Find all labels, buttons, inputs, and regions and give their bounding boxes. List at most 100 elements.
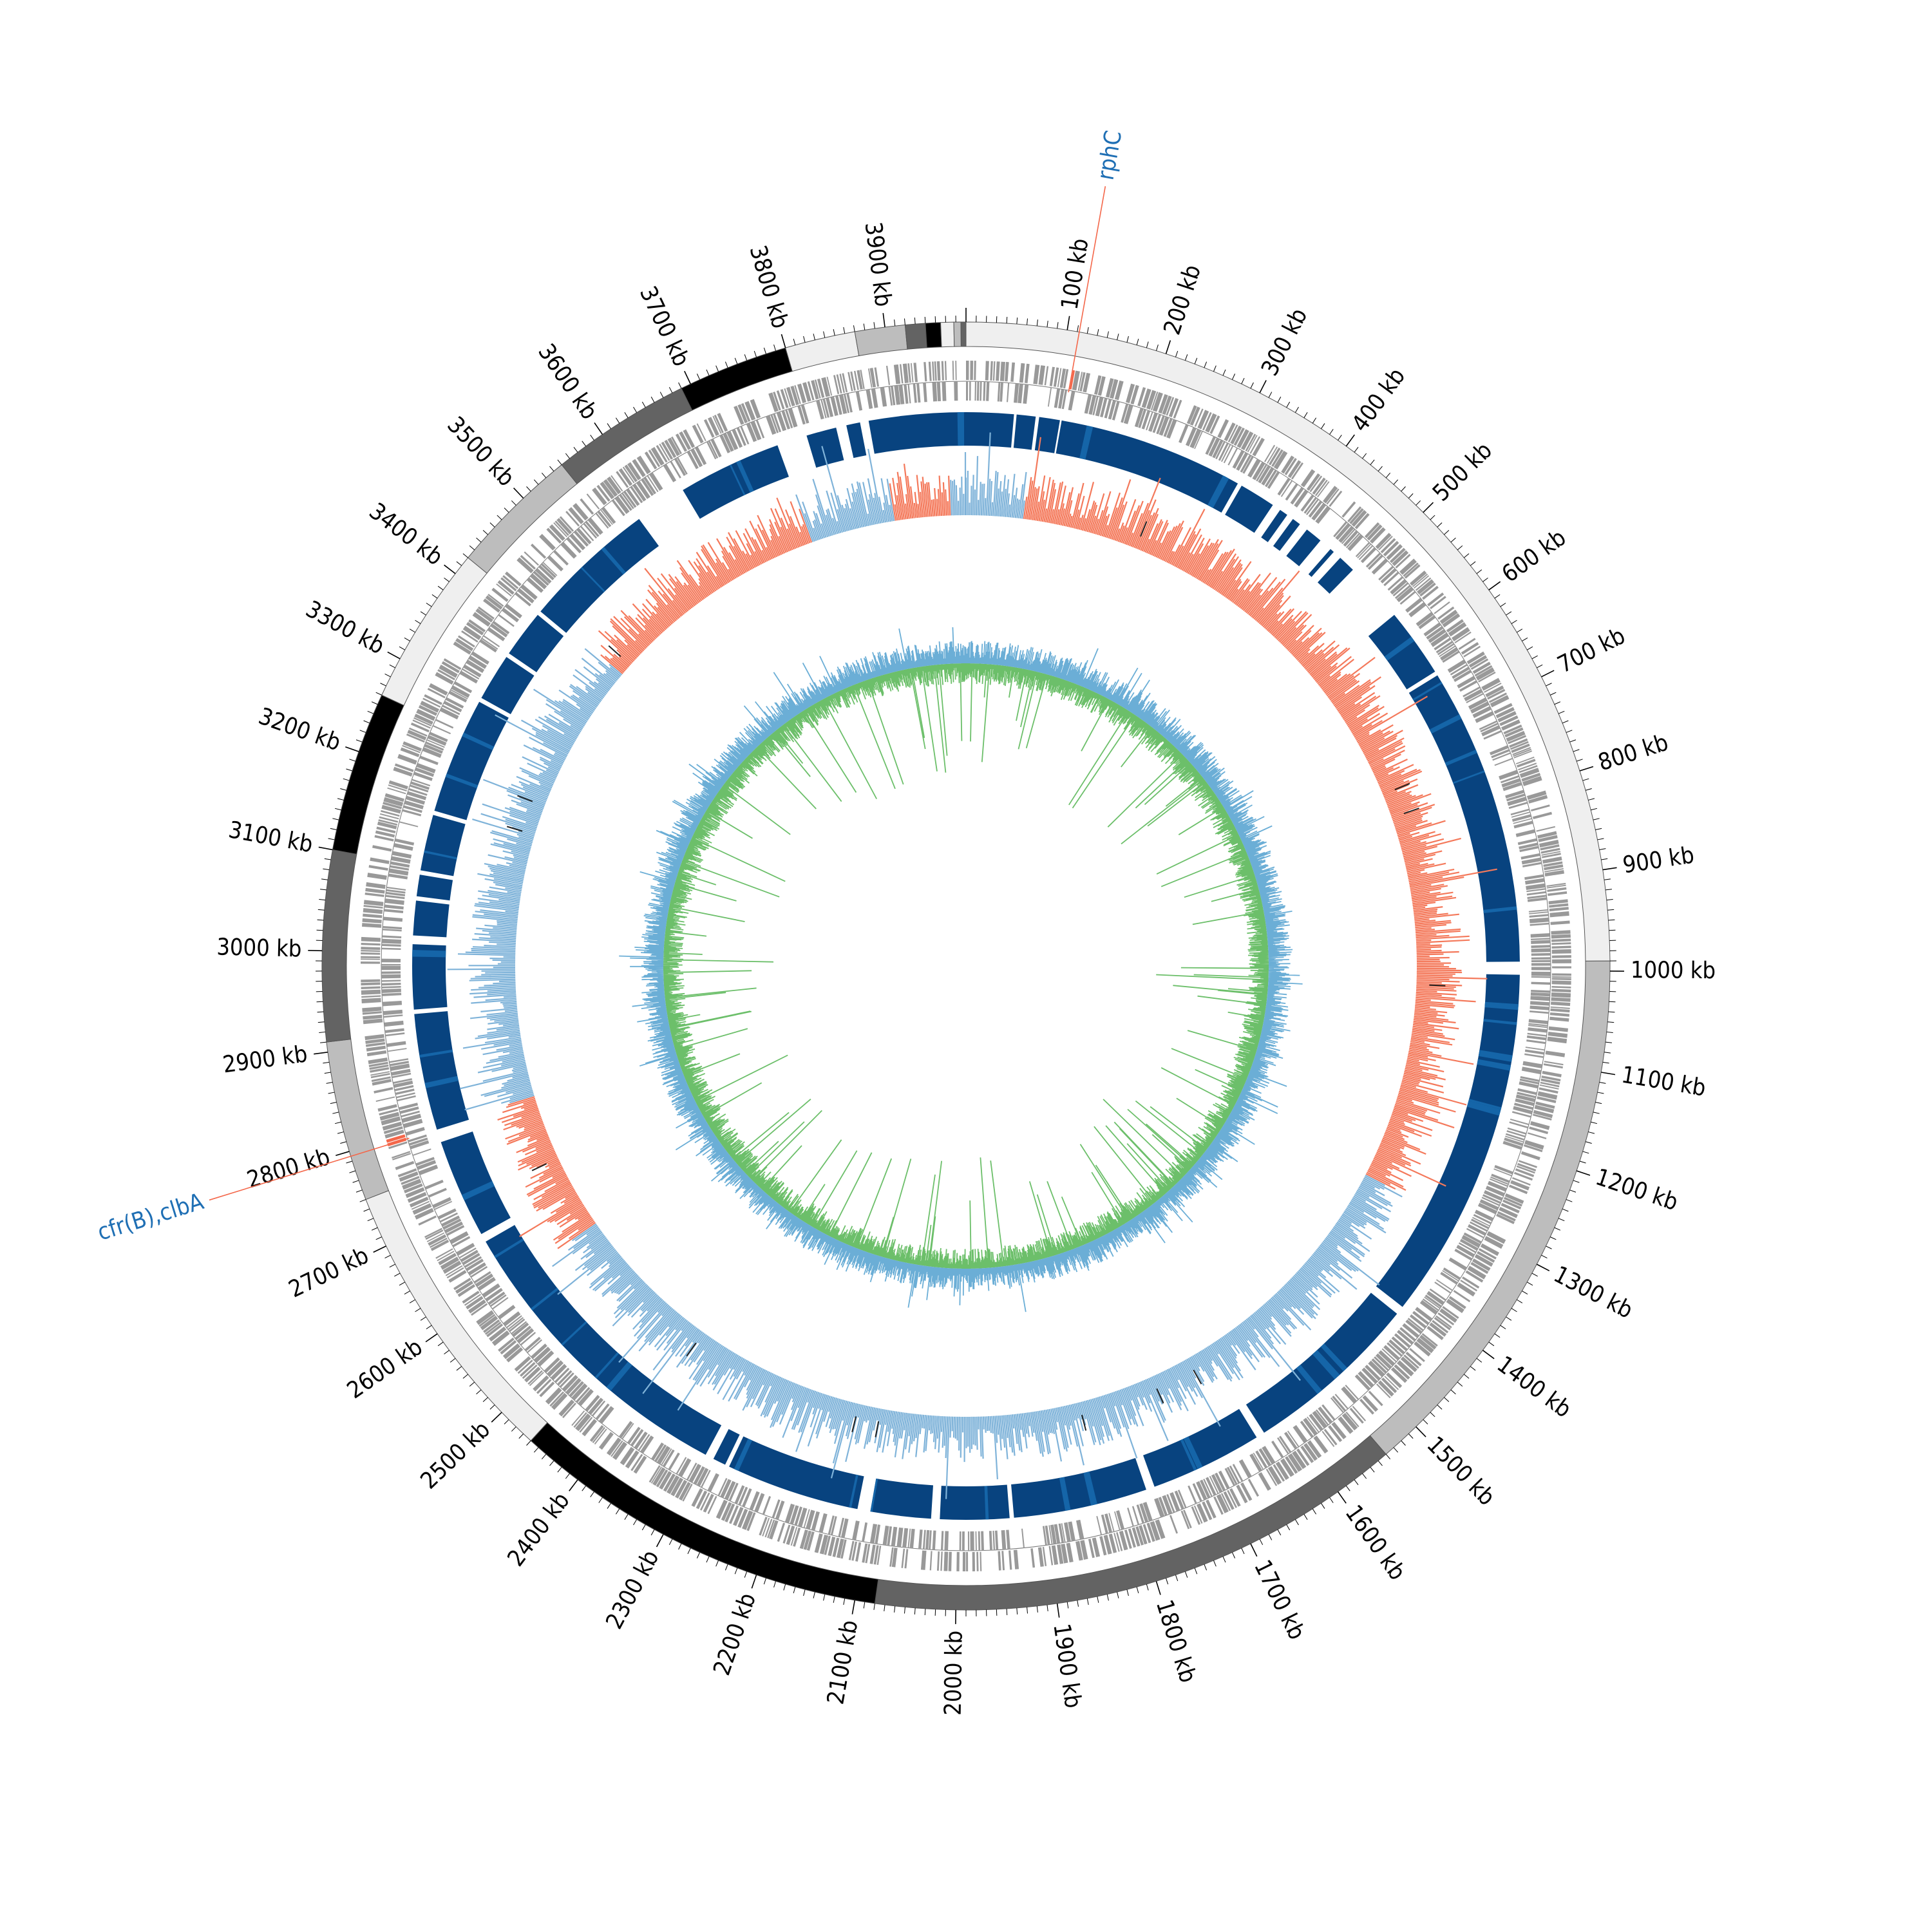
- cds-feature: [468, 619, 486, 632]
- cds-feature: [595, 1403, 610, 1420]
- cds-feature: [1530, 1001, 1550, 1006]
- cds-feature: [381, 982, 401, 986]
- major-tick: [1337, 1491, 1347, 1504]
- cds-feature: [1014, 383, 1019, 403]
- minor-tick: [607, 1502, 611, 1509]
- cds-feature: [794, 385, 801, 404]
- minor-tick: [1213, 1560, 1217, 1567]
- cds-feature: [583, 522, 598, 539]
- cds-feature: [1158, 394, 1168, 414]
- cds-feature: [596, 484, 611, 502]
- cds-feature: [381, 980, 401, 982]
- cds-feature: [1507, 1127, 1527, 1135]
- minor-tick: [1066, 1602, 1069, 1609]
- minor-tick: [1546, 683, 1552, 687]
- cds-feature: [361, 998, 381, 1003]
- cds-feature: [1446, 1298, 1464, 1313]
- cds-feature: [1018, 383, 1023, 404]
- cds-feature: [381, 1116, 401, 1126]
- cds-feature: [724, 1503, 735, 1522]
- cds-feature: [1447, 659, 1466, 673]
- cds-feature: [999, 382, 1003, 402]
- minor-tick: [437, 585, 444, 591]
- cds-feature: [611, 499, 625, 516]
- cds-feature: [1044, 366, 1049, 386]
- cds-feature: [1509, 738, 1528, 748]
- cds-feature: [401, 1113, 422, 1123]
- similarity-variant: [1320, 1343, 1347, 1372]
- cds-feature: [524, 1336, 541, 1352]
- cds-feature: [723, 432, 734, 452]
- cds-feature: [579, 1417, 593, 1433]
- cds-feature: [803, 1509, 810, 1528]
- cds-feature: [1400, 1356, 1417, 1372]
- cds-feature: [1457, 1282, 1476, 1297]
- cds-feature: [623, 491, 637, 508]
- cds-feature: [682, 1483, 693, 1502]
- position-label: 1900 kb: [1048, 1622, 1086, 1709]
- cds-feature: [385, 891, 406, 896]
- cds-feature: [463, 664, 482, 677]
- minor-tick: [1605, 1041, 1612, 1043]
- cds-feature: [408, 1137, 428, 1146]
- cds-feature: [554, 1367, 570, 1383]
- cds-feature: [1010, 362, 1016, 382]
- cds-feature: [413, 717, 432, 726]
- minor-tick: [1146, 1584, 1149, 1591]
- cds-feature: [1249, 436, 1261, 454]
- cds-feature: [392, 1153, 412, 1160]
- cds-feature: [1434, 1317, 1451, 1331]
- minor-tick: [489, 1405, 495, 1410]
- cds-feature: [361, 979, 381, 983]
- cds-feature: [1515, 1168, 1535, 1177]
- cds-feature: [1315, 506, 1331, 524]
- gc-skew-track: [447, 432, 1497, 1499]
- cds-feature: [696, 1490, 708, 1510]
- cds-feature: [839, 374, 845, 393]
- cds-feature: [1077, 372, 1083, 392]
- cds-feature: [1069, 370, 1075, 390]
- minor-tick: [1146, 341, 1149, 348]
- cds-feature: [1533, 1110, 1553, 1119]
- cds-feature: [409, 784, 429, 793]
- minor-tick: [1204, 1564, 1208, 1571]
- major-tick: [1165, 340, 1171, 354]
- cds-feature: [1434, 638, 1452, 650]
- cds-feature: [1197, 410, 1209, 430]
- cds-feature: [630, 486, 643, 504]
- cds-feature: [850, 371, 856, 391]
- minor-tick: [624, 1513, 629, 1520]
- minor-tick: [1500, 602, 1506, 607]
- minor-tick: [1450, 537, 1456, 543]
- cds-feature: [1549, 1016, 1569, 1022]
- cds-feature: [1359, 1398, 1375, 1415]
- cds-feature: [1548, 899, 1568, 905]
- cds-feature: [1442, 613, 1461, 628]
- minor-tick: [389, 1264, 395, 1268]
- cds-feature: [1358, 545, 1374, 560]
- cds-feature: [1094, 375, 1102, 395]
- cds-feature: [1146, 390, 1157, 410]
- cds-feature: [539, 533, 556, 551]
- cds-feature: [943, 1551, 949, 1571]
- cds-feature: [402, 809, 422, 817]
- cds-feature: [1416, 1338, 1434, 1354]
- cds-feature: [1311, 503, 1327, 521]
- cds-feature: [412, 779, 431, 787]
- cds-feature: [1467, 1224, 1486, 1236]
- cds-feature: [865, 1544, 871, 1564]
- minor-tick: [1401, 486, 1406, 492]
- cds-feature: [1466, 1227, 1484, 1238]
- cds-feature: [370, 1073, 390, 1079]
- cds-feature: [1549, 911, 1569, 918]
- cds-feature: [913, 383, 917, 403]
- gc-skew-spike: [851, 1416, 857, 1432]
- cds-feature: [498, 614, 515, 627]
- cds-feature: [501, 607, 520, 623]
- cds-feature: [402, 1179, 422, 1190]
- cds-feature: [1392, 550, 1409, 567]
- cds-feature: [1006, 1530, 1010, 1549]
- similarity-block: [1273, 518, 1300, 551]
- cds-feature: [830, 396, 838, 416]
- contig-segment: [940, 321, 955, 348]
